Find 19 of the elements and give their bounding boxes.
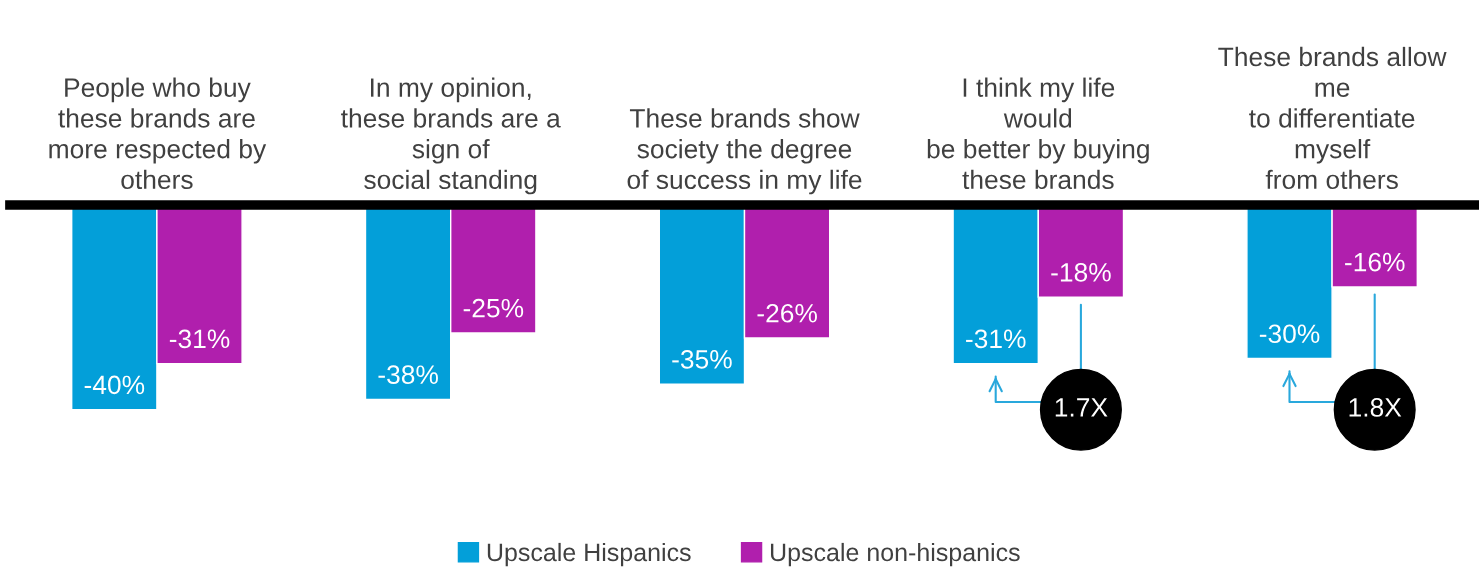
x-tick-label: I think my life would be better by buying these brands [927,77,1149,190]
x-tick-label: These brands show society the degree of success in my life [627,108,862,195]
data-label: -38% [378,365,438,385]
annotation: 1.8X [1349,398,1402,417]
legend-label: Upscale Hispanics [487,542,691,567]
data-label: -16% [1345,252,1405,272]
annotation: 1.7X [1055,398,1108,417]
x-tick-label: People who buy these brands are more respected by others [49,77,267,190]
data-label: -30% [1259,324,1320,344]
x-tick-label: In my opinion, these brands are a sign of social standing [341,77,561,195]
data-label: -40% [84,375,145,395]
data-label: -26% [757,303,817,323]
data-label: -31% [169,329,230,349]
data-label: -31% [966,329,1026,349]
x-tick-label: These brands allow me to differentiate myself from others [1218,46,1447,190]
data-label: -25% [463,298,524,318]
data-label: -18% [1051,262,1111,282]
data-label: -35% [672,349,732,369]
legend-label: Upscale non-hispanics [770,542,1020,567]
